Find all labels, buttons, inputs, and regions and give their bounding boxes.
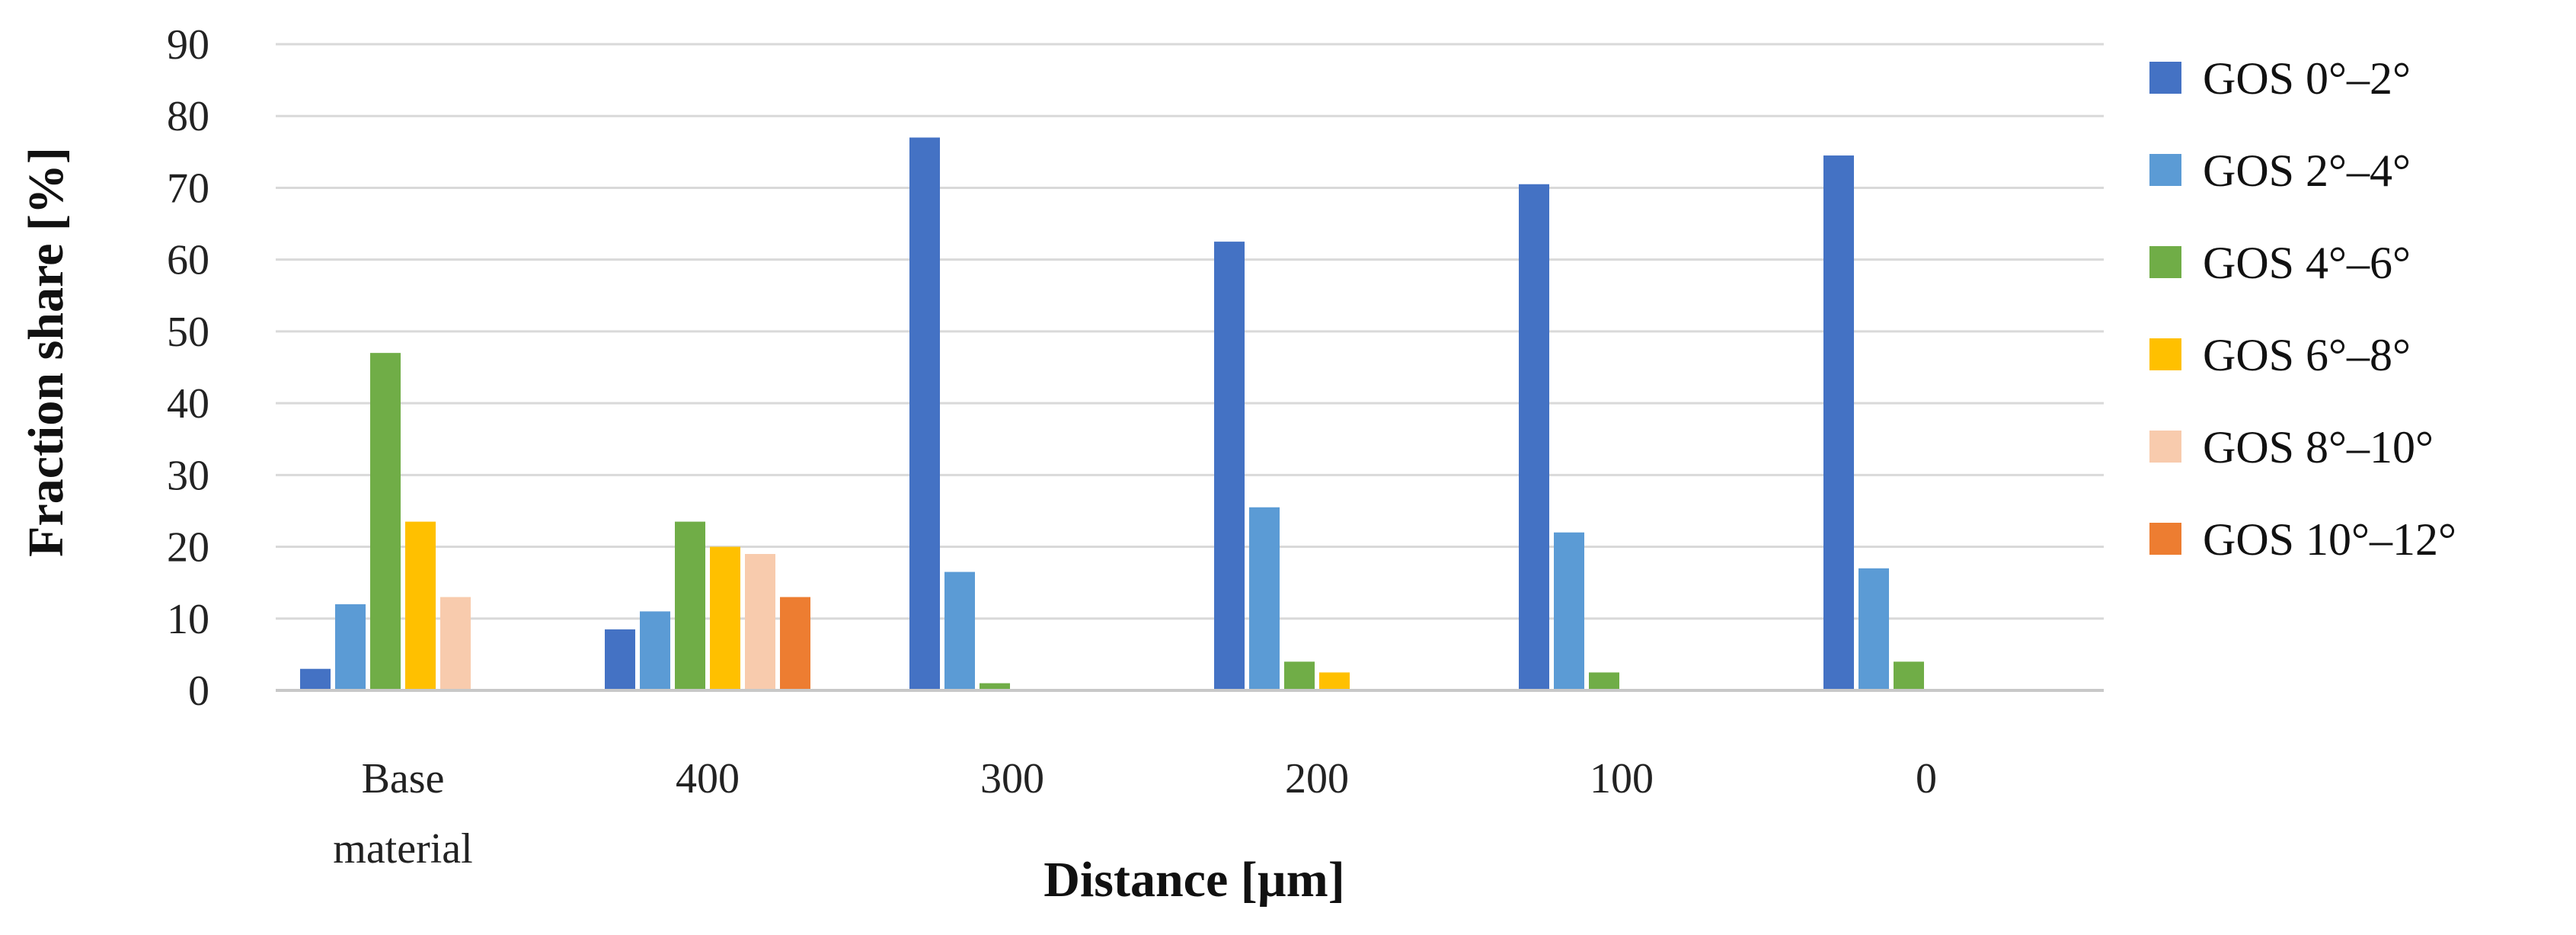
bar-1-4 (1214, 242, 1245, 691)
legend-label: GOS 8°–10° (2203, 422, 2434, 472)
legend-swatch (2149, 246, 2181, 278)
legend-item-3: GOS 4°–6° (2149, 238, 2411, 288)
bar-3-5 (1589, 672, 1619, 690)
legend-swatch (2149, 523, 2181, 555)
x-tick-label: 400 (676, 755, 740, 802)
legend-swatch (2149, 62, 2181, 94)
legend-swatch (2149, 431, 2181, 463)
bar-4-4 (1319, 672, 1350, 690)
y-axis-ticks: 0 10 20 30 40 50 60 70 80 90 (167, 21, 209, 715)
x-tick-label: 200 (1285, 755, 1349, 802)
x-tick-label: Base material (333, 755, 472, 873)
y-tick-label: 10 (167, 596, 209, 643)
y-tick-label: 90 (167, 21, 209, 69)
legend-label: GOS 0°–2° (2203, 53, 2411, 104)
bar-2-6 (1858, 568, 1889, 690)
x-axis-ticks: Base material 400 300 200 100 0 (333, 755, 1937, 873)
bar-1-6 (1823, 155, 1854, 691)
y-tick-label: 80 (167, 93, 209, 140)
x-tick-label: 0 (1916, 755, 1937, 802)
bar-3-2 (675, 521, 705, 690)
gridlines (276, 43, 2104, 620)
legend-swatch (2149, 154, 2181, 186)
y-tick-label: 30 (167, 452, 209, 499)
legend-item-4: GOS 6°–8° (2149, 330, 2411, 380)
bar-2-1 (335, 604, 366, 690)
y-tick-label: 0 (188, 668, 209, 715)
bar-5-1 (440, 597, 471, 690)
y-tick-label: 50 (167, 309, 209, 356)
x-tick-label: 300 (980, 755, 1044, 802)
legend-swatch (2149, 338, 2181, 370)
legend-label: GOS 10°–12° (2203, 514, 2456, 565)
bar-1-1 (300, 668, 331, 690)
legend-item-2: GOS 2°–4° (2149, 146, 2411, 196)
y-tick-label: 70 (167, 165, 209, 212)
bar-1-2 (605, 629, 635, 690)
legend-label: GOS 4°–6° (2203, 238, 2411, 288)
y-tick-label: 60 (167, 237, 209, 284)
legend-label: GOS 6°–8° (2203, 330, 2411, 380)
y-tick-label: 40 (167, 380, 209, 427)
y-axis-title: Fraction share [%] (18, 147, 74, 557)
bar-3-3 (980, 683, 1010, 690)
legend-item-6: GOS 10°–12° (2149, 514, 2456, 565)
bar-6-2 (780, 597, 810, 690)
bars (300, 137, 1924, 691)
x-tick-label: 100 (1590, 755, 1654, 802)
legend-item-5: GOS 8°–10° (2149, 422, 2434, 472)
legend: GOS 0°–2° GOS 2°–4° GOS 4°–6° GOS 6°–8° GOS … (2149, 53, 2456, 565)
bar-1-3 (909, 137, 940, 690)
bar-4-1 (405, 521, 436, 690)
bar-2-2 (640, 611, 670, 690)
legend-item-1: GOS 0°–2° (2149, 53, 2411, 104)
bar-3-4 (1284, 661, 1315, 690)
bar-4-2 (710, 546, 740, 690)
legend-label: GOS 2°–4° (2203, 146, 2411, 196)
bar-3-1 (370, 353, 401, 690)
bar-2-3 (944, 572, 975, 690)
y-tick-label: 20 (167, 524, 209, 572)
bar-3-6 (1894, 661, 1924, 690)
x-axis-title: Distance [µm] (1044, 852, 1344, 908)
bar-1-5 (1519, 184, 1549, 690)
bar-2-4 (1249, 507, 1280, 690)
bar-2-5 (1554, 532, 1584, 690)
bar-5-2 (745, 553, 775, 690)
